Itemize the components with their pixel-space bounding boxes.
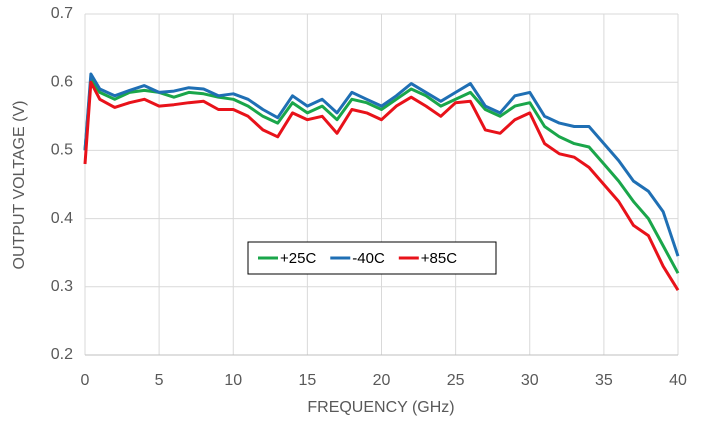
legend-box [247,241,497,275]
x-tick-label: 5 [155,372,164,389]
series-line [83,72,680,257]
x-tick-label: 20 [373,372,391,389]
x-tick-label: 10 [224,372,242,389]
y-tick-label: 0.2 [51,346,73,363]
x-tick-label: 40 [669,372,687,389]
series-line [83,80,680,291]
x-axis-label: FREQUENCY (GHz) [307,399,454,416]
series-line [83,77,680,274]
y-tick-label: 0.3 [51,278,73,295]
y-tick-label: 0.5 [51,142,73,159]
x-tick-label: 30 [521,372,539,389]
y-tick-label: 0.6 [51,73,73,90]
x-tick-label: 35 [595,372,613,389]
x-tick-label: 0 [81,372,90,389]
legend-label: -40C [352,250,385,267]
y-tick-label: 0.7 [51,5,73,22]
legend-label: +85C [421,250,457,267]
y-axis-label: OUTPUT VOLTAGE (V) [11,101,28,270]
x-tick-label: 15 [298,372,316,389]
y-tick-label: 0.4 [51,210,73,227]
legend-label: +25C [280,250,316,267]
x-tick-label: 25 [447,372,465,389]
